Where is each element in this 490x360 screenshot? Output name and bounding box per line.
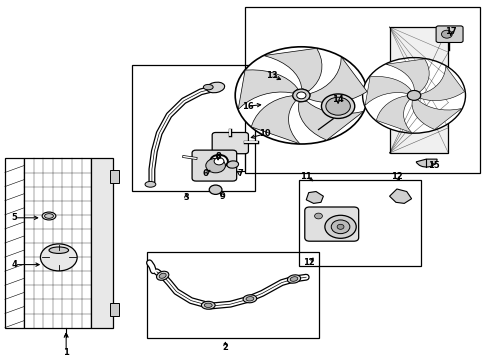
Ellipse shape (287, 275, 301, 283)
Circle shape (315, 213, 322, 219)
Bar (110, 303, 119, 316)
Bar (208, 151, 245, 171)
Text: 15: 15 (428, 161, 440, 170)
Circle shape (363, 58, 466, 133)
Polygon shape (420, 66, 465, 101)
Ellipse shape (203, 85, 213, 90)
Ellipse shape (45, 213, 53, 218)
Text: 5: 5 (12, 213, 18, 222)
Polygon shape (306, 192, 323, 203)
Text: 1: 1 (63, 348, 69, 356)
Circle shape (326, 97, 350, 115)
Polygon shape (412, 100, 462, 130)
Polygon shape (309, 57, 367, 103)
Ellipse shape (321, 94, 355, 118)
Circle shape (214, 158, 224, 165)
Bar (147, 252, 318, 338)
Bar (390, 27, 448, 153)
Circle shape (235, 47, 368, 144)
Bar (91, 158, 113, 328)
Ellipse shape (246, 297, 254, 301)
Bar (245, 7, 480, 173)
Circle shape (293, 89, 310, 102)
Text: 16: 16 (242, 102, 253, 111)
Polygon shape (298, 101, 364, 140)
Circle shape (206, 158, 225, 173)
Bar (110, 170, 119, 183)
Text: 9: 9 (220, 192, 226, 201)
FancyBboxPatch shape (436, 26, 463, 42)
Text: 17: 17 (445, 27, 457, 36)
Ellipse shape (204, 303, 212, 307)
Polygon shape (386, 59, 429, 92)
Text: 7: 7 (237, 169, 243, 178)
Text: 10: 10 (259, 129, 270, 138)
Circle shape (325, 215, 356, 238)
Ellipse shape (156, 271, 169, 280)
Polygon shape (365, 76, 411, 105)
Bar (299, 180, 421, 266)
Ellipse shape (243, 295, 257, 303)
Ellipse shape (49, 247, 69, 253)
Ellipse shape (42, 212, 56, 220)
FancyBboxPatch shape (305, 207, 359, 241)
Circle shape (331, 220, 350, 234)
Ellipse shape (159, 273, 166, 278)
Ellipse shape (40, 244, 77, 271)
Text: 2: 2 (222, 343, 228, 352)
Text: 12: 12 (391, 172, 403, 181)
Polygon shape (390, 189, 412, 203)
Ellipse shape (145, 181, 156, 187)
Circle shape (209, 185, 222, 194)
Ellipse shape (207, 82, 224, 93)
Text: 3: 3 (183, 194, 189, 202)
Text: 12: 12 (303, 258, 315, 266)
Polygon shape (376, 96, 412, 132)
Polygon shape (238, 70, 298, 109)
FancyBboxPatch shape (212, 132, 248, 154)
Polygon shape (251, 96, 300, 144)
Text: 6: 6 (202, 169, 208, 178)
Ellipse shape (290, 277, 298, 281)
Circle shape (210, 155, 228, 168)
Bar (132, 65, 255, 191)
Bar (24, 158, 91, 328)
Text: 14: 14 (332, 94, 344, 104)
Ellipse shape (201, 301, 215, 309)
Text: 8: 8 (215, 152, 221, 161)
Circle shape (407, 90, 421, 100)
Circle shape (441, 30, 452, 38)
Text: 11: 11 (300, 172, 312, 181)
FancyBboxPatch shape (192, 150, 237, 181)
Text: 4: 4 (12, 260, 18, 269)
Polygon shape (264, 48, 322, 91)
Bar (5, 158, 24, 328)
Circle shape (337, 224, 344, 229)
Ellipse shape (227, 161, 239, 168)
Wedge shape (416, 159, 437, 167)
Text: 13: 13 (266, 71, 278, 80)
Circle shape (297, 92, 306, 99)
